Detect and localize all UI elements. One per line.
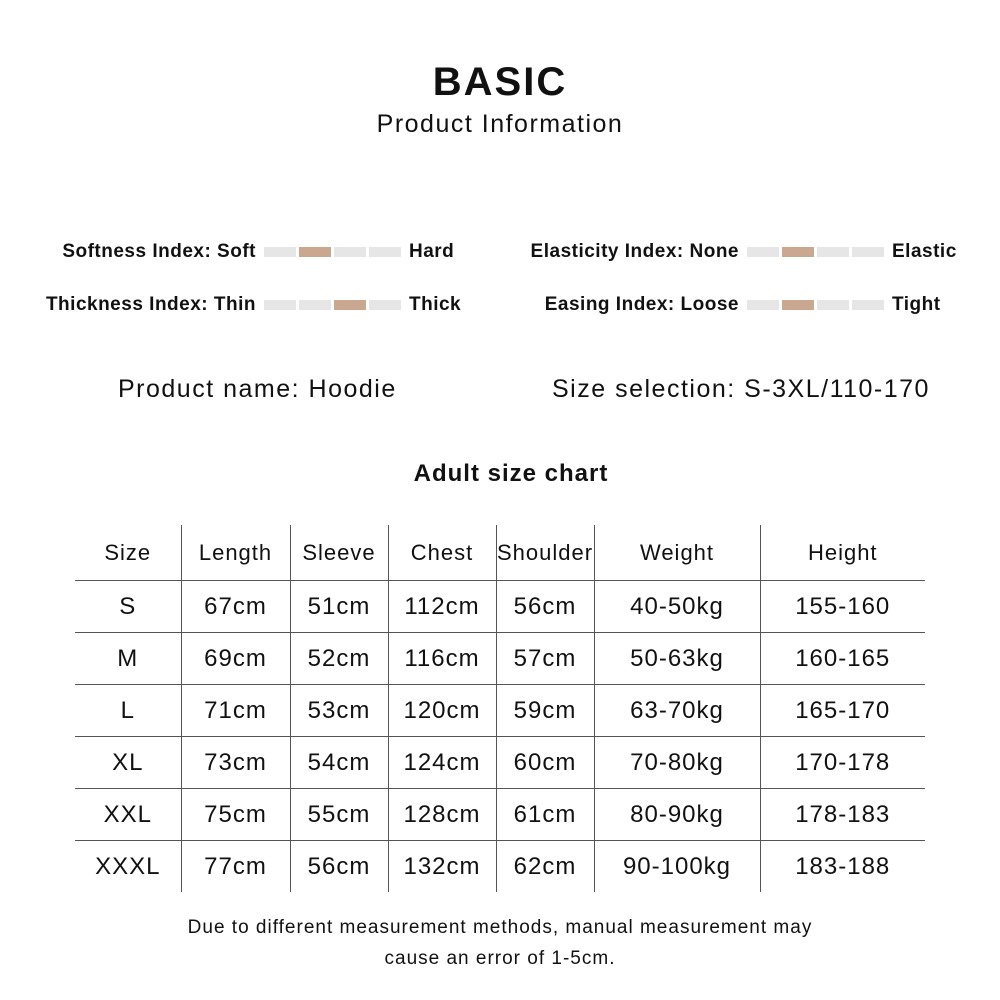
table-cell: 75cm [180,788,290,841]
index-segment-active [782,300,814,310]
elasticity-index: Elasticity Index: None Elastic [500,237,957,267]
index-segment [852,300,884,310]
table-row: L 71cm 53cm 120cm 59cm 63-70kg 165-170 [75,684,925,737]
index-segment-active [782,247,814,257]
index-bar [264,247,401,257]
table-cell: 160-165 [759,632,925,685]
index-segment-active [334,300,366,310]
table-cell: M [75,632,181,685]
table-cell: 116cm [387,632,496,685]
table-cell: L [75,684,181,737]
index-segment [817,300,849,310]
index-segment [747,300,779,310]
index-segment [264,300,296,310]
index-label: Easing Index: Loose [544,294,739,315]
index-segment [369,300,401,310]
page-title: BASIC [432,60,568,104]
table-row: XL 73cm 54cm 124cm 60cm 70-80kg 170-178 [75,736,925,789]
index-segment [334,247,366,257]
size-selection: Size selection: S-3XL/110-170 [552,375,930,403]
index-segment [852,247,884,257]
table-cell: 55cm [289,788,388,841]
index-segment [747,247,779,257]
easing-index: Easing Index: Loose Tight [500,290,941,320]
note-line-2: cause an error of 1-5cm. [384,948,616,969]
column-header: Weight [593,525,760,581]
table-cell: 178-183 [759,788,925,841]
product-name: Product name: Hoodie [118,375,397,403]
index-segment [264,247,296,257]
table-cell: 56cm [289,840,388,892]
table-cell: 155-160 [759,580,925,633]
table-cell: 112cm [387,580,496,633]
table-row: XXL 75cm 55cm 128cm 61cm 80-90kg 178-183 [75,788,925,841]
index-end-label: Tight [892,294,941,315]
table-cell: 67cm [180,580,290,633]
table-cell: 53cm [289,684,388,737]
table-cell: 40-50kg [593,580,760,633]
table-row: XXXL 77cm 56cm 132cm 62cm 90-100kg 183-188 [75,840,925,892]
table-cell: 56cm [495,580,594,633]
index-label: Thickness Index: Thin [45,294,256,315]
note-line-1: Due to different measurement methods, ma… [187,917,813,938]
table-cell: 128cm [387,788,496,841]
page-subtitle: Product Information [376,110,624,138]
measurement-note: Due to different measurement methods, ma… [0,912,1000,974]
table-cell: 52cm [289,632,388,685]
table-cell: 124cm [387,736,496,789]
table-cell: 120cm [387,684,496,737]
size-table: Size Length Sleeve Chest Shoulder Weight Heigh… [75,525,925,892]
table-cell: 90-100kg [593,840,760,892]
index-end-label: Thick [409,294,462,315]
index-segment [299,300,331,310]
column-header: Chest [387,525,496,581]
column-header: Shoulder [495,525,594,581]
index-segment-active [299,247,331,257]
index-end-label: Hard [409,241,455,262]
table-header-row: Size Length Sleeve Chest Shoulder Weight Heigh… [75,525,925,581]
index-segment [817,247,849,257]
table-cell: 80-90kg [593,788,760,841]
index-bar [264,300,401,310]
softness-index: Softness Index: Soft Hard [20,237,454,267]
table-cell: 71cm [180,684,290,737]
index-bar [747,247,884,257]
table-cell: 165-170 [759,684,925,737]
column-header: Size [104,539,152,565]
table-cell: 63-70kg [593,684,760,737]
table-cell: 73cm [180,736,290,789]
table-cell: 60cm [495,736,594,789]
table-cell: 51cm [289,580,388,633]
column-header: Sleeve [289,525,388,581]
index-label: Elasticity Index: None [530,241,739,262]
table-row: S 67cm 51cm 112cm 56cm 40-50kg 155-160 [75,580,925,633]
table-cell: 77cm [180,840,290,892]
column-header: Length [180,525,290,581]
table-cell: 50-63kg [593,632,760,685]
index-bar [747,300,884,310]
table-cell: XXXL [75,840,181,892]
table-cell: 70-80kg [593,736,760,789]
index-segment [369,247,401,257]
table-cell: 132cm [387,840,496,892]
column-header: Height [759,525,925,581]
index-end-label: Elastic [892,241,957,262]
table-cell: 57cm [495,632,594,685]
table-cell: 69cm [180,632,290,685]
table-cell: 54cm [289,736,388,789]
table-cell: 59cm [495,684,594,737]
table-row: M 69cm 52cm 116cm 57cm 50-63kg 160-165 [75,632,925,685]
index-label: Softness Index: Soft [62,241,256,262]
table-cell: XXL [75,788,181,841]
chart-title: Adult size chart [413,460,609,487]
table-cell: 183-188 [759,840,925,892]
table-cell: S [75,580,181,633]
table-cell: XL [75,736,181,789]
table-cell: 170-178 [759,736,925,789]
thickness-index: Thickness Index: Thin Thick [20,290,461,320]
table-cell: 61cm [495,788,594,841]
table-cell: 62cm [495,840,594,892]
